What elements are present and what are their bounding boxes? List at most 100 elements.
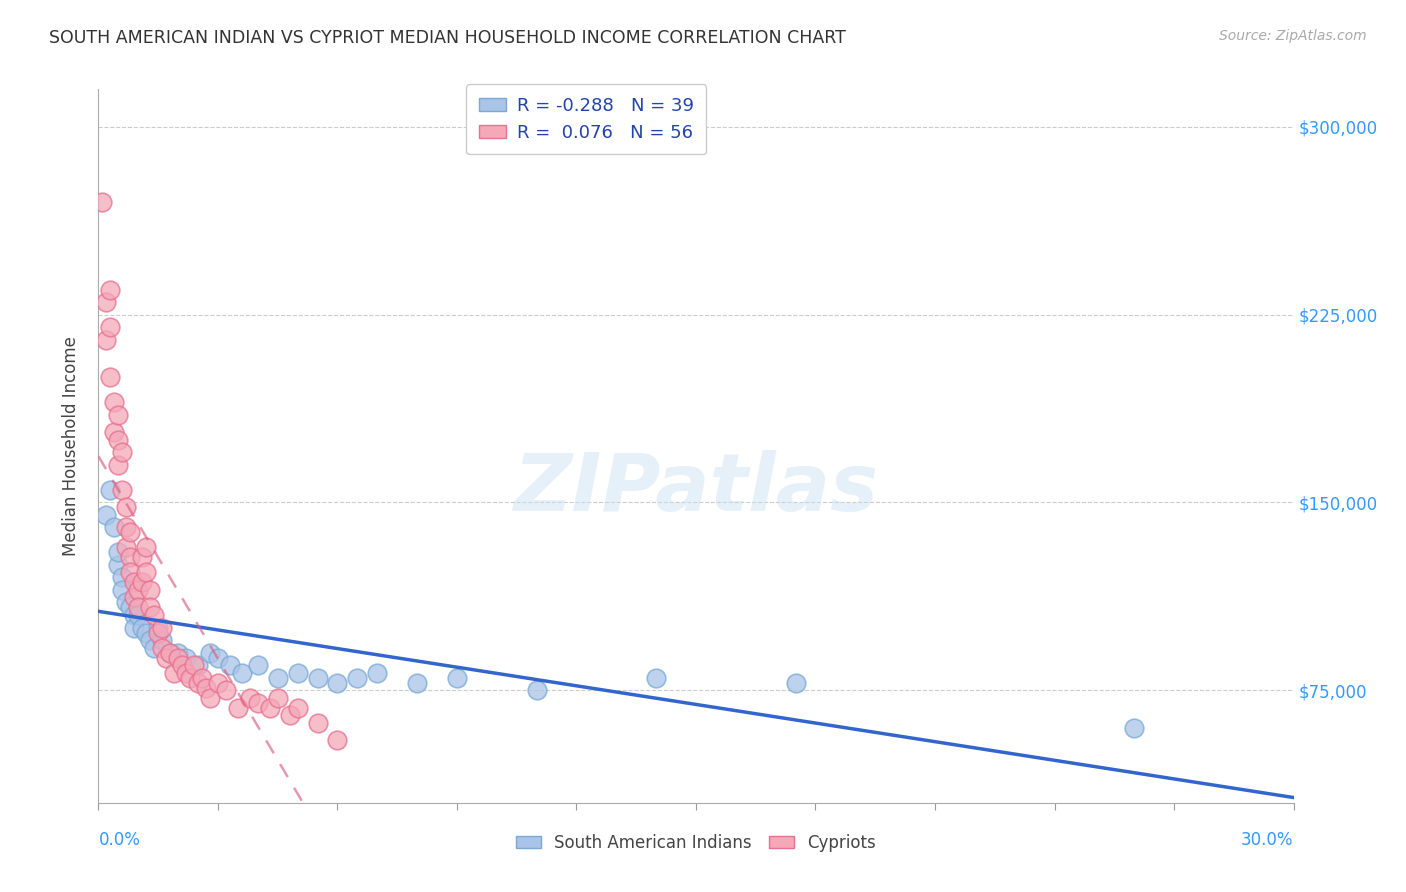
- Point: [120, 566, 142, 580]
- Point: [120, 525, 142, 540]
- Text: 0.0%: 0.0%: [98, 831, 141, 849]
- Point: [124, 591, 146, 605]
- Point: [107, 558, 129, 572]
- Point: [246, 658, 269, 673]
- Point: [239, 690, 262, 705]
- Point: [307, 715, 329, 730]
- Point: [107, 545, 129, 559]
- Text: ZIPatlas: ZIPatlas: [513, 450, 879, 528]
- Point: [143, 607, 166, 622]
- Point: [111, 582, 134, 597]
- Point: [198, 646, 221, 660]
- Point: [120, 550, 142, 565]
- Point: [191, 671, 214, 685]
- Point: [267, 671, 290, 685]
- Point: [131, 621, 153, 635]
- Point: [111, 483, 134, 497]
- Point: [115, 595, 138, 609]
- Point: [167, 646, 190, 660]
- Point: [174, 665, 197, 680]
- Point: [167, 650, 190, 665]
- Point: [195, 681, 218, 695]
- Point: [326, 733, 349, 747]
- Point: [96, 333, 118, 347]
- Point: [307, 671, 329, 685]
- Point: [219, 658, 242, 673]
- Point: [207, 650, 229, 665]
- Point: [406, 675, 429, 690]
- Point: [785, 675, 807, 690]
- Point: [187, 658, 209, 673]
- Point: [226, 700, 249, 714]
- Point: [139, 582, 162, 597]
- Point: [135, 541, 157, 555]
- Point: [120, 600, 142, 615]
- Y-axis label: Median Household Income: Median Household Income: [62, 336, 80, 556]
- Point: [139, 600, 162, 615]
- Point: [98, 283, 122, 297]
- Point: [107, 408, 129, 422]
- Point: [127, 607, 149, 622]
- Point: [150, 621, 173, 635]
- Point: [1123, 721, 1146, 735]
- Point: [246, 696, 269, 710]
- Point: [150, 633, 173, 648]
- Point: [259, 700, 281, 714]
- Point: [135, 566, 157, 580]
- Point: [287, 665, 309, 680]
- Legend: South American Indians, Cypriots: South American Indians, Cypriots: [509, 828, 883, 859]
- Point: [103, 395, 125, 409]
- Point: [124, 607, 146, 622]
- Point: [187, 675, 209, 690]
- Point: [115, 500, 138, 515]
- Point: [135, 625, 157, 640]
- Point: [148, 625, 170, 640]
- Point: [131, 575, 153, 590]
- Point: [98, 483, 122, 497]
- Point: [107, 433, 129, 447]
- Point: [91, 194, 114, 209]
- Point: [124, 621, 146, 635]
- Point: [346, 671, 368, 685]
- Point: [98, 320, 122, 334]
- Point: [366, 665, 388, 680]
- Point: [179, 671, 201, 685]
- Point: [172, 658, 194, 673]
- Point: [148, 621, 170, 635]
- Point: [98, 370, 122, 384]
- Point: [143, 640, 166, 655]
- Text: SOUTH AMERICAN INDIAN VS CYPRIOT MEDIAN HOUSEHOLD INCOME CORRELATION CHART: SOUTH AMERICAN INDIAN VS CYPRIOT MEDIAN …: [49, 29, 846, 46]
- Point: [150, 640, 173, 655]
- Point: [139, 633, 162, 648]
- Point: [111, 570, 134, 584]
- Point: [115, 541, 138, 555]
- Point: [231, 665, 253, 680]
- Point: [163, 665, 186, 680]
- Point: [159, 646, 181, 660]
- Point: [526, 683, 548, 698]
- Point: [183, 658, 205, 673]
- Point: [326, 675, 349, 690]
- Text: 30.0%: 30.0%: [1241, 831, 1294, 849]
- Point: [103, 520, 125, 534]
- Point: [107, 458, 129, 472]
- Point: [127, 600, 149, 615]
- Point: [131, 550, 153, 565]
- Text: Source: ZipAtlas.com: Source: ZipAtlas.com: [1219, 29, 1367, 43]
- Point: [278, 708, 301, 723]
- Point: [198, 690, 221, 705]
- Point: [287, 700, 309, 714]
- Point: [96, 508, 118, 522]
- Point: [127, 582, 149, 597]
- Point: [111, 445, 134, 459]
- Point: [115, 520, 138, 534]
- Point: [124, 575, 146, 590]
- Point: [267, 690, 290, 705]
- Point: [645, 671, 668, 685]
- Point: [96, 295, 118, 310]
- Point: [446, 671, 468, 685]
- Point: [155, 650, 177, 665]
- Point: [174, 650, 197, 665]
- Point: [215, 683, 238, 698]
- Point: [207, 675, 229, 690]
